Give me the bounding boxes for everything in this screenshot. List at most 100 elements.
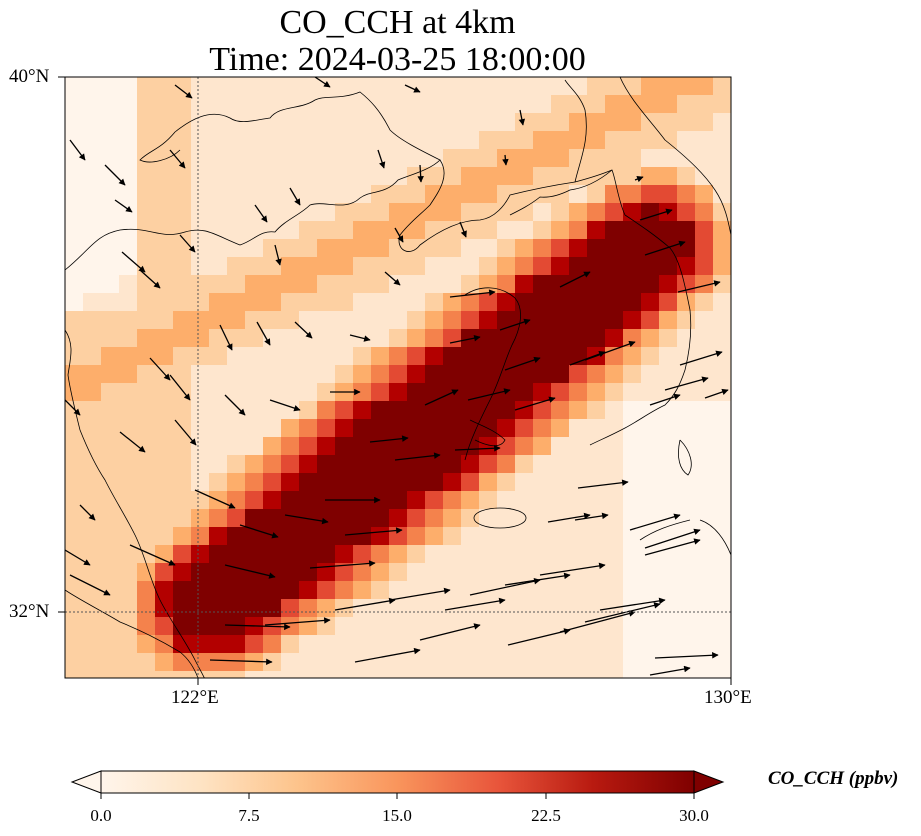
field-cell [83, 491, 102, 510]
field-cell [101, 185, 120, 204]
field-cell [515, 437, 534, 456]
field-cell [263, 401, 282, 420]
field-cell [83, 635, 102, 654]
field-cell [353, 545, 372, 564]
field-cell [443, 653, 462, 672]
field-cell [533, 113, 552, 132]
field-cell [623, 275, 642, 294]
field-cell [65, 275, 84, 294]
wind-arrow [174, 419, 197, 446]
field-cell [263, 167, 282, 186]
field-cell [83, 131, 102, 150]
field-cell [497, 77, 516, 96]
field-cell [83, 437, 102, 456]
field-cell [335, 671, 354, 678]
field-cell [569, 527, 588, 546]
field-cell [353, 563, 372, 582]
field-cell [695, 275, 714, 294]
field-cell [299, 419, 318, 438]
field-cell [335, 257, 354, 276]
field-cell [119, 275, 138, 294]
field-cell [677, 221, 696, 240]
wind-arrow [224, 394, 246, 416]
field-cell [119, 437, 138, 456]
field-cell [281, 257, 300, 276]
field-cell [65, 365, 84, 384]
field-cell [299, 671, 318, 678]
field-cell [713, 203, 731, 222]
map-frame [64, 76, 732, 679]
field-cell [173, 293, 192, 312]
field-cell [461, 491, 480, 510]
field-cell [389, 347, 408, 366]
field-cell [587, 509, 606, 528]
field-cell [371, 347, 390, 366]
field-cell [335, 437, 354, 456]
field-cell [461, 149, 480, 168]
field-cell [281, 653, 300, 672]
field-cell [443, 545, 462, 564]
field-cell [299, 599, 318, 618]
field-cell [65, 653, 84, 672]
field-cell [155, 77, 174, 96]
field-cell [425, 473, 444, 492]
field-cell [281, 239, 300, 258]
field-cell [407, 545, 426, 564]
field-cell [245, 491, 264, 510]
field-cell [353, 671, 372, 678]
field-cell [137, 419, 156, 438]
field-cell [299, 437, 318, 456]
field-cell [659, 293, 678, 312]
field-cell [263, 563, 282, 582]
field-cell [281, 95, 300, 114]
field-cell [83, 455, 102, 474]
field-cell [479, 491, 498, 510]
field-cell [407, 293, 426, 312]
field-cell [65, 545, 84, 564]
field-cell [317, 581, 336, 600]
field-cell [299, 149, 318, 168]
field-cell [713, 635, 731, 654]
field-cell [623, 329, 642, 348]
field-cell [83, 365, 102, 384]
field-cell [713, 167, 731, 186]
field-cell [263, 581, 282, 600]
field-cell [497, 509, 516, 528]
field-cell [119, 203, 138, 222]
field-cell [713, 149, 731, 168]
field-cell [623, 491, 642, 510]
field-cell [137, 77, 156, 96]
field-cell [623, 185, 642, 204]
field-cell [155, 671, 174, 678]
field-cell [515, 185, 534, 204]
field-cell [101, 383, 120, 402]
field-cell [299, 167, 318, 186]
field-cell [299, 95, 318, 114]
field-cell [461, 383, 480, 402]
field-cell [515, 365, 534, 384]
field-cell [497, 635, 516, 654]
wind-arrow [139, 269, 161, 289]
field-cell [137, 131, 156, 150]
wind-arrow [274, 244, 282, 266]
field-cell [263, 599, 282, 618]
field-cell [425, 95, 444, 114]
field-cell [713, 257, 731, 276]
field-cell [497, 293, 516, 312]
wind-arrow [664, 376, 709, 391]
field-cell [569, 185, 588, 204]
field-cell [227, 95, 246, 114]
field-cell [623, 437, 642, 456]
field-cell [677, 257, 696, 276]
field-cell [371, 221, 390, 240]
field-cell [101, 671, 120, 678]
field-cell [443, 365, 462, 384]
field-cell [371, 473, 390, 492]
field-cell [173, 455, 192, 474]
field-cell [497, 671, 516, 678]
field-cell [137, 275, 156, 294]
field-cell [245, 671, 264, 678]
field-cell [551, 383, 570, 402]
field-cell [353, 383, 372, 402]
field-cell [677, 167, 696, 186]
